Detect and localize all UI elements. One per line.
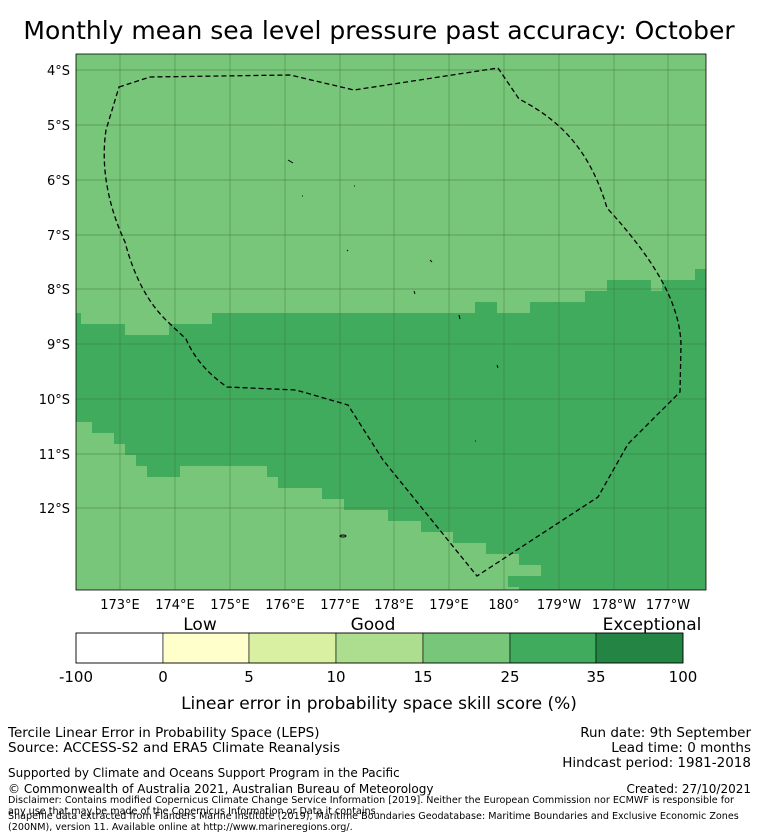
lon-tick-label: 174°E <box>155 598 195 613</box>
run-date: Run date: 9th September <box>580 725 751 741</box>
map-gridlines <box>76 54 706 590</box>
colorbar-category-label: Good <box>351 615 396 635</box>
lat-tick-label: 5°S <box>47 119 70 134</box>
support-note: Supported by Climate and Oceans Support … <box>8 766 400 780</box>
colorbar-tick-label: 0 <box>158 668 168 686</box>
lon-tick-label: 175°E <box>210 598 250 613</box>
lat-tick-label: 8°S <box>47 283 70 298</box>
created-date: Created: 27/10/2021 <box>626 782 751 796</box>
colorbar-category-label: Low <box>183 615 217 635</box>
colorbar-segment <box>335 632 424 664</box>
lon-tick-label: 179°W <box>537 598 581 613</box>
lon-tick-label: 177°W <box>646 598 690 613</box>
colorbar-label: Linear error in probability space skill … <box>181 694 577 714</box>
lead-time: Lead time: 0 months <box>611 740 751 756</box>
lat-tick-label: 9°S <box>47 338 70 353</box>
lon-tick-label: 178°W <box>592 598 636 613</box>
colorbar-segment <box>75 632 164 664</box>
colorbar-tick-label: 5 <box>244 668 254 686</box>
colorbar-segment <box>422 632 511 664</box>
map-title: Monthly mean sea level pressure past acc… <box>23 16 735 45</box>
lon-tick-label: 177°E <box>320 598 360 613</box>
copyright: © Commonwealth of Australia 2021, Austra… <box>8 782 434 796</box>
lat-tick-label: 12°S <box>39 502 70 517</box>
colorbar-segment <box>509 632 597 664</box>
colorbar-frame <box>75 632 684 664</box>
lon-tick-label: 179°E <box>429 598 469 613</box>
lat-tick-label: 4°S <box>47 64 70 79</box>
skill-band-25-35 <box>76 269 706 590</box>
colorbar-segment <box>595 632 684 664</box>
colorbar-tick-label: 10 <box>326 668 345 686</box>
lon-tick-label: 178°E <box>374 598 414 613</box>
colorbar: Low Good Exceptional -100 0 5 10 15 25 35 100 Lin… <box>59 615 702 714</box>
lat-tick-label: 10°S <box>39 393 70 408</box>
colorbar-category-label: Exceptional <box>603 615 702 635</box>
eez-boundary <box>103 67 682 577</box>
colorbar-tick-label: 25 <box>500 668 519 686</box>
lon-tick-label: 180° <box>488 598 519 613</box>
colorbar-tick-label: 100 <box>669 668 698 686</box>
lat-tick-label: 11°S <box>39 448 70 463</box>
colorbar-tick-label: 35 <box>586 668 605 686</box>
island-outlines <box>287 159 499 538</box>
colorbar-tick-label: -100 <box>59 668 93 686</box>
lon-tick-label: 176°E <box>265 598 305 613</box>
colorbar-segment <box>162 632 250 664</box>
lat-tick-label: 7°S <box>47 229 70 244</box>
leps-description: Tercile Linear Error in Probability Spac… <box>8 725 320 741</box>
colorbar-segment <box>248 632 337 664</box>
lat-tick-label: 6°S <box>47 174 70 189</box>
disclaimer: Disclaimer: Contains modified Copernicus… <box>8 795 734 817</box>
shapefile-credit: Shapefile data extracted from Flanders M… <box>8 811 739 833</box>
map-frame <box>75 53 707 591</box>
data-source: Source: ACCESS-S2 and ERA5 Climate Reana… <box>8 740 341 756</box>
lon-tick-label: 173°E <box>100 598 140 613</box>
colorbar-tick-label: 15 <box>413 668 432 686</box>
skill-score-map: 4°S 5°S 6°S 7°S 8°S 9°S 10°S 11°S 12°S 173°E 174°… <box>39 53 707 613</box>
hindcast-period: Hindcast period: 1981-2018 <box>562 755 751 771</box>
